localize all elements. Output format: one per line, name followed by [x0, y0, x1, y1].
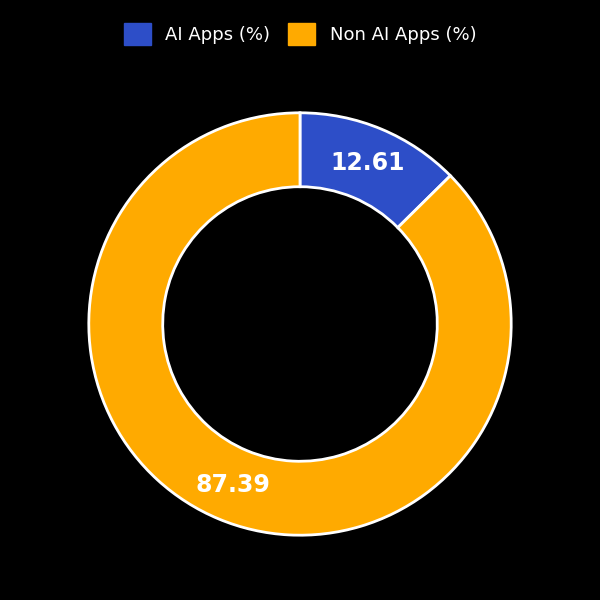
Wedge shape [300, 113, 451, 227]
Legend: AI Apps (%), Non AI Apps (%): AI Apps (%), Non AI Apps (%) [116, 16, 484, 53]
Wedge shape [89, 113, 511, 535]
Text: 87.39: 87.39 [196, 473, 270, 497]
Text: 12.61: 12.61 [330, 151, 404, 175]
